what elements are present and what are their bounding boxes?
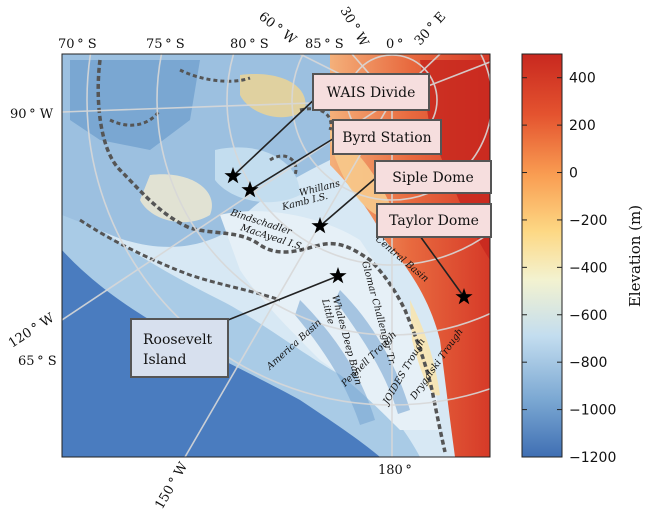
colorbar-tick-label: 0 (569, 166, 578, 182)
taylor-dome-star (455, 288, 473, 305)
colorbar-tick-label: −600 (569, 308, 607, 324)
grounding-line (96, 59, 447, 453)
svg-text:Taylor Dome: Taylor Dome (389, 213, 479, 229)
svg-text:Byrd Station: Byrd Station (342, 130, 431, 146)
roosevelt-island-label: Roosevelt Island (130, 318, 229, 378)
colorbar-tick-label: −200 (569, 213, 607, 229)
lat-label-75s: 75 ° S (146, 37, 185, 52)
svg-text:WAIS Divide: WAIS Divide (327, 85, 416, 101)
colorbar-gradient (521, 53, 563, 458)
byrd-station-label: Byrd Station (332, 119, 442, 155)
svg-text:Island: Island (143, 352, 187, 368)
svg-text:Roosevelt: Roosevelt (143, 332, 213, 348)
map-frame (61, 53, 491, 458)
lat-label-85s: 85 ° S (305, 37, 344, 52)
siple-dome-label: Siple Dome (374, 160, 492, 194)
siple-dome-star (311, 217, 329, 234)
lon-label-120w: 120 ° W (6, 310, 58, 351)
colorbar-tick-label: −1200 (569, 450, 616, 466)
colorbar-title: Elevation (m) (626, 205, 644, 307)
colorbar-tick-label: −800 (569, 355, 607, 371)
roosevelt-island-star (329, 267, 347, 284)
colorbar-tick-label: 400 (569, 71, 596, 87)
wais-divide-star (224, 167, 242, 184)
colorbar-tick-label: −1000 (569, 403, 616, 419)
colorbar-ticks: 400 200 0 −200 −400 −600 −800 −1000 −1200 (522, 71, 616, 466)
lat-label-80s: 80 ° S (230, 37, 269, 52)
byrd-station-star (241, 181, 259, 198)
lon-label-150w: 150 ° W (152, 459, 191, 512)
lat-label-70s: 70 ° S (58, 37, 97, 52)
taylor-dome-label: Taylor Dome (376, 203, 492, 238)
colorbar-tick-label: 200 (569, 118, 596, 134)
lon-label-0: 0 ° (386, 37, 403, 52)
lon-label-90w: 90 ° W (10, 107, 54, 122)
site-connectors (227, 95, 465, 321)
site-label-boxes: WAIS Divide Byrd Station Siple Dome Tayl… (130, 73, 492, 378)
lon-label-180: 180 ° (378, 463, 412, 478)
lat-label-65s: 65 ° S (18, 354, 57, 369)
svg-text:Siple Dome: Siple Dome (392, 170, 473, 186)
lon-label-30e: 30 ° E (412, 9, 449, 48)
colorbar: 400 200 0 −200 −400 −600 −800 −1000 −1200 Elevat… (521, 53, 644, 466)
colorbar-tick-label: −400 (569, 260, 607, 276)
wais-divide-label: WAIS Divide (312, 73, 430, 111)
site-markers (224, 167, 473, 305)
